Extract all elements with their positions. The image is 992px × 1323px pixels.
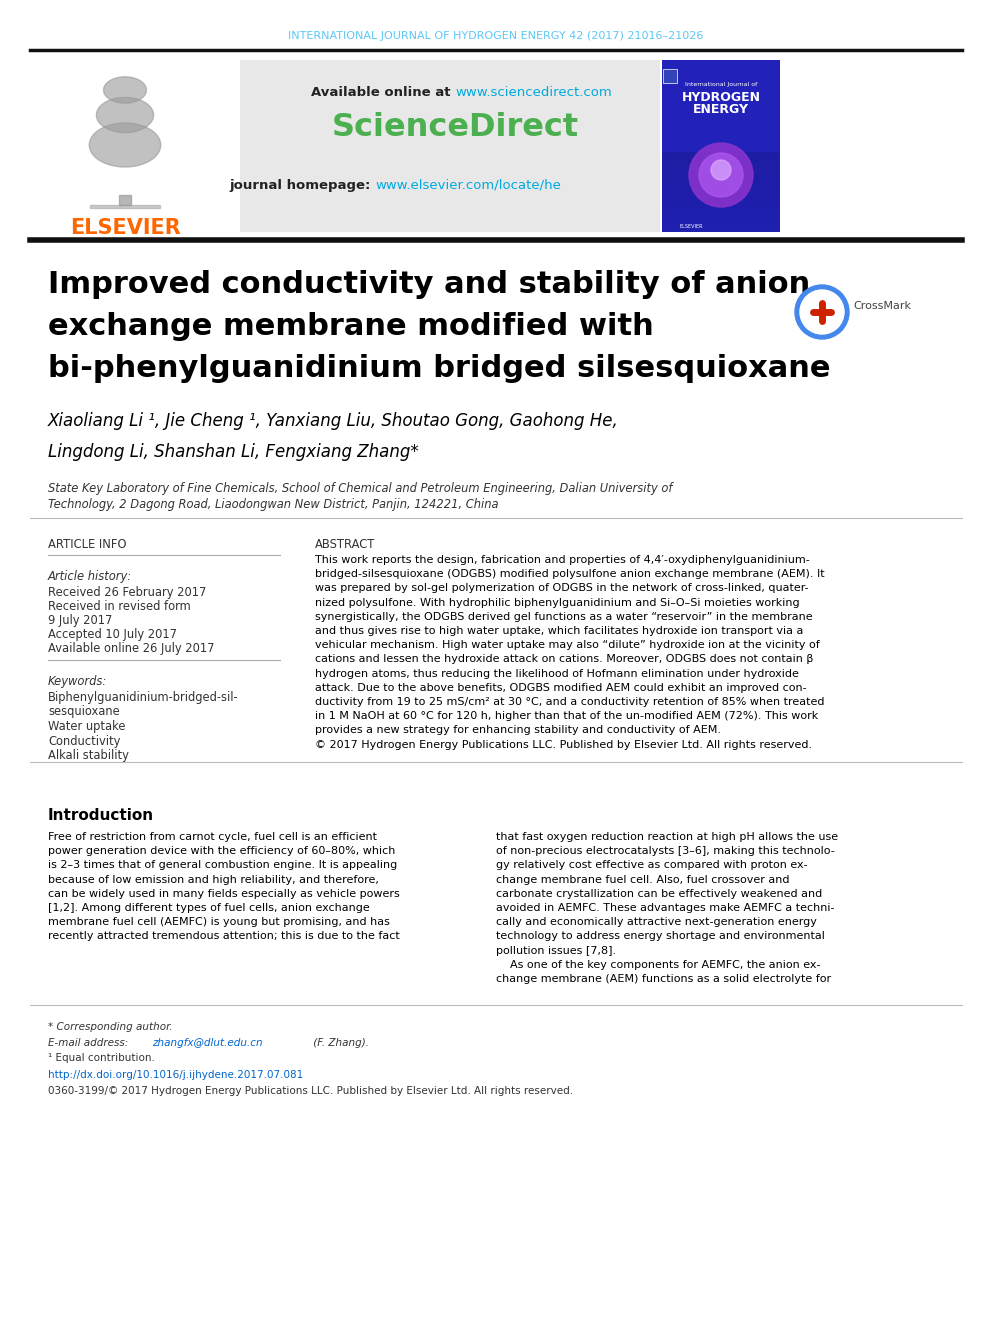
Text: cations and lessen the hydroxide attack on cations. Moreover, ODGBS does not con: cations and lessen the hydroxide attack …: [315, 655, 813, 664]
Text: INTERNATIONAL JOURNAL OF HYDROGEN ENERGY 42 (2017) 21016–21026: INTERNATIONAL JOURNAL OF HYDROGEN ENERGY…: [289, 30, 703, 41]
Polygon shape: [89, 123, 161, 167]
Text: ductivity from 19 to 25 mS/cm² at 30 °C, and a conductivity retention of 85% whe: ductivity from 19 to 25 mS/cm² at 30 °C,…: [315, 697, 824, 706]
Text: Alkali stability: Alkali stability: [48, 749, 129, 762]
Polygon shape: [96, 98, 154, 132]
Text: gy relatively cost effective as compared with proton ex-: gy relatively cost effective as compared…: [496, 860, 807, 871]
Text: Biphenylguanidinium-bridged-sil-: Biphenylguanidinium-bridged-sil-: [48, 691, 239, 704]
Text: Available online at: Available online at: [310, 86, 455, 98]
Text: hydrogen atoms, thus reducing the likelihood of Hofmann elimination under hydrox: hydrogen atoms, thus reducing the likeli…: [315, 668, 799, 679]
FancyBboxPatch shape: [662, 60, 780, 232]
Text: zhangfx@dlut.edu.cn: zhangfx@dlut.edu.cn: [152, 1039, 263, 1048]
Text: of non-precious electrocatalysts [3–6], making this technolo-: of non-precious electrocatalysts [3–6], …: [496, 847, 834, 856]
Circle shape: [795, 284, 849, 339]
Text: in 1 M NaOH at 60 °C for 120 h, higher than that of the un-modified AEM (72%). T: in 1 M NaOH at 60 °C for 120 h, higher t…: [315, 712, 818, 721]
Text: pollution issues [7,8].: pollution issues [7,8].: [496, 946, 616, 955]
Text: exchange membrane modified with: exchange membrane modified with: [48, 312, 654, 341]
Text: is 2–3 times that of general combustion engine. It is appealing: is 2–3 times that of general combustion …: [48, 860, 397, 871]
Text: 0360-3199/© 2017 Hydrogen Energy Publications LLC. Published by Elsevier Ltd. Al: 0360-3199/© 2017 Hydrogen Energy Publica…: [48, 1086, 573, 1095]
Text: [1,2]. Among different types of fuel cells, anion exchange: [1,2]. Among different types of fuel cel…: [48, 904, 370, 913]
Text: Water uptake: Water uptake: [48, 720, 126, 733]
Text: because of low emission and high reliability, and therefore,: because of low emission and high reliabi…: [48, 875, 379, 885]
FancyBboxPatch shape: [662, 172, 780, 183]
FancyBboxPatch shape: [662, 183, 780, 192]
FancyBboxPatch shape: [662, 161, 780, 172]
Text: membrane fuel cell (AEMFC) is young but promising, and has: membrane fuel cell (AEMFC) is young but …: [48, 917, 390, 927]
Text: ScienceDirect: ScienceDirect: [331, 112, 578, 143]
Text: Lingdong Li, Shanshan Li, Fengxiang Zhang*: Lingdong Li, Shanshan Li, Fengxiang Zhan…: [48, 443, 419, 460]
Text: www.elsevier.com/locate/he: www.elsevier.com/locate/he: [375, 179, 560, 192]
Polygon shape: [119, 194, 131, 205]
Text: ABSTRACT: ABSTRACT: [315, 538, 375, 550]
Text: nized polysulfone. With hydrophilic biphenylguanidinium and Si–O–Si moieties wor: nized polysulfone. With hydrophilic biph…: [315, 598, 800, 607]
Text: International Journal of: International Journal of: [684, 82, 757, 87]
Text: attack. Due to the above benefits, ODGBS modified AEM could exhibit an improved : attack. Due to the above benefits, ODGBS…: [315, 683, 806, 693]
Text: Accepted 10 July 2017: Accepted 10 July 2017: [48, 628, 177, 642]
FancyBboxPatch shape: [663, 69, 677, 83]
Text: ELSEVIER: ELSEVIER: [69, 218, 181, 238]
Text: that fast oxygen reduction reaction at high pH allows the use: that fast oxygen reduction reaction at h…: [496, 832, 838, 841]
Text: journal homepage:: journal homepage:: [229, 179, 375, 192]
Text: bridged-silsesquioxane (ODGBS) modified polysulfone anion exchange membrane (AEM: bridged-silsesquioxane (ODGBS) modified …: [315, 569, 824, 579]
Text: HYDROGEN: HYDROGEN: [682, 91, 761, 105]
Text: ¹ Equal contribution.: ¹ Equal contribution.: [48, 1053, 155, 1062]
Text: Introduction: Introduction: [48, 808, 154, 823]
Text: vehicular mechanism. High water uptake may also “dilute” hydroxide ion at the vi: vehicular mechanism. High water uptake m…: [315, 640, 819, 650]
Text: This work reports the design, fabrication and properties of 4,4′-oxydiphenylguan: This work reports the design, fabricatio…: [315, 556, 809, 565]
Text: Conductivity: Conductivity: [48, 734, 120, 747]
Text: © 2017 Hydrogen Energy Publications LLC. Published by Elsevier Ltd. All rights r: © 2017 Hydrogen Energy Publications LLC.…: [315, 740, 812, 750]
Text: Keywords:: Keywords:: [48, 675, 107, 688]
Text: was prepared by sol-gel polymerization of ODGBS in the network of cross-linked, : was prepared by sol-gel polymerization o…: [315, 583, 808, 594]
Text: E-mail address:: E-mail address:: [48, 1039, 132, 1048]
FancyBboxPatch shape: [240, 60, 660, 232]
Circle shape: [800, 290, 844, 333]
Text: http://dx.doi.org/10.1016/j.ijhydene.2017.07.081: http://dx.doi.org/10.1016/j.ijhydene.201…: [48, 1070, 304, 1080]
Text: change membrane (AEM) functions as a solid electrolyte for: change membrane (AEM) functions as a sol…: [496, 974, 831, 984]
Text: change membrane fuel cell. Also, fuel crossover and: change membrane fuel cell. Also, fuel cr…: [496, 875, 790, 885]
FancyBboxPatch shape: [662, 202, 780, 212]
Text: ARTICLE INFO: ARTICLE INFO: [48, 538, 127, 550]
Text: Xiaoliang Li ¹, Jie Cheng ¹, Yanxiang Liu, Shoutao Gong, Gaohong He,: Xiaoliang Li ¹, Jie Cheng ¹, Yanxiang Li…: [48, 411, 619, 430]
Text: bi-phenylguanidinium bridged silsesquioxane: bi-phenylguanidinium bridged silsesquiox…: [48, 355, 830, 382]
Text: Article history:: Article history:: [48, 570, 132, 583]
Text: provides a new strategy for enhancing stability and conductivity of AEM.: provides a new strategy for enhancing st…: [315, 725, 721, 736]
Polygon shape: [103, 77, 147, 103]
Text: avoided in AEMFC. These advantages make AEMFC a techni-: avoided in AEMFC. These advantages make …: [496, 904, 834, 913]
FancyBboxPatch shape: [662, 222, 780, 232]
Text: and thus gives rise to high water uptake, which facilitates hydroxide ion transp: and thus gives rise to high water uptake…: [315, 626, 804, 636]
Text: Technology, 2 Dagong Road, Liaodongwan New District, Panjin, 124221, China: Technology, 2 Dagong Road, Liaodongwan N…: [48, 497, 499, 511]
Text: CrossMark: CrossMark: [853, 302, 911, 311]
Circle shape: [711, 160, 731, 180]
Text: (F. Zhang).: (F. Zhang).: [310, 1039, 369, 1048]
Text: Received 26 February 2017: Received 26 February 2017: [48, 586, 206, 599]
Polygon shape: [90, 205, 160, 208]
Text: cally and economically attractive next-generation energy: cally and economically attractive next-g…: [496, 917, 816, 927]
Text: power generation device with the efficiency of 60–80%, which: power generation device with the efficie…: [48, 847, 396, 856]
Circle shape: [689, 143, 753, 206]
Text: ELSEVIER: ELSEVIER: [680, 224, 703, 229]
Text: can be widely used in many fields especially as vehicle powers: can be widely used in many fields especi…: [48, 889, 400, 898]
Circle shape: [699, 153, 743, 197]
Text: Available online 26 July 2017: Available online 26 July 2017: [48, 642, 214, 655]
Text: As one of the key components for AEMFC, the anion ex-: As one of the key components for AEMFC, …: [496, 959, 820, 970]
FancyBboxPatch shape: [662, 152, 780, 161]
FancyBboxPatch shape: [662, 212, 780, 222]
Text: synergistically, the ODGBS derived gel functions as a water “reservoir” in the m: synergistically, the ODGBS derived gel f…: [315, 611, 812, 622]
Text: sesquioxane: sesquioxane: [48, 705, 120, 718]
Text: State Key Laboratory of Fine Chemicals, School of Chemical and Petroleum Enginee: State Key Laboratory of Fine Chemicals, …: [48, 482, 673, 495]
FancyBboxPatch shape: [662, 192, 780, 202]
Text: ENERGY: ENERGY: [693, 103, 749, 116]
Text: Free of restriction from carnot cycle, fuel cell is an efficient: Free of restriction from carnot cycle, f…: [48, 832, 377, 841]
Text: 9 July 2017: 9 July 2017: [48, 614, 112, 627]
Text: Improved conductivity and stability of anion: Improved conductivity and stability of a…: [48, 270, 810, 299]
Text: carbonate crystallization can be effectively weakened and: carbonate crystallization can be effecti…: [496, 889, 822, 898]
Text: technology to address energy shortage and environmental: technology to address energy shortage an…: [496, 931, 825, 942]
Text: www.sciencedirect.com: www.sciencedirect.com: [455, 86, 612, 98]
Text: Received in revised form: Received in revised form: [48, 601, 190, 613]
Text: recently attracted tremendous attention; this is due to the fact: recently attracted tremendous attention;…: [48, 931, 400, 942]
Text: * Corresponding author.: * Corresponding author.: [48, 1021, 173, 1032]
FancyBboxPatch shape: [30, 60, 240, 232]
